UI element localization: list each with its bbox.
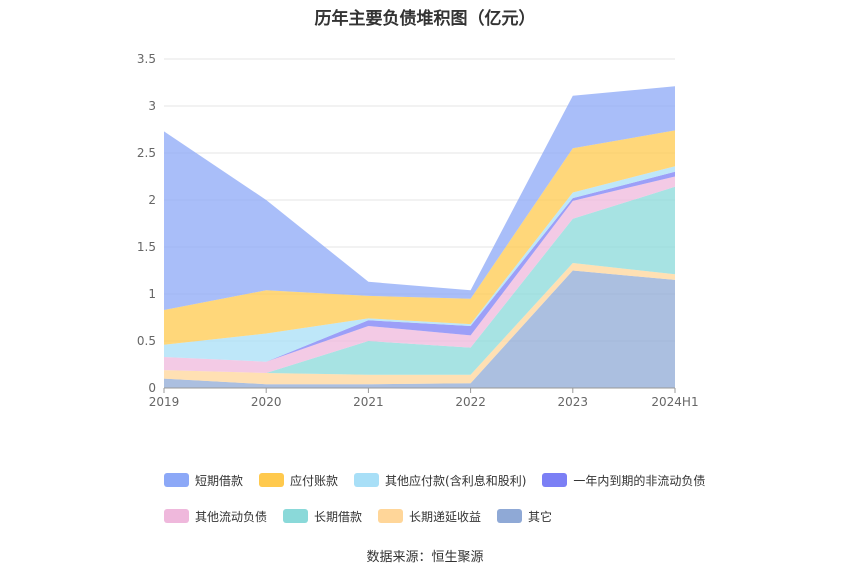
legend-swatch (283, 509, 309, 523)
y-tick-label: 1.5 (137, 240, 156, 254)
legend-swatch (164, 473, 189, 487)
area-其他流动负债 (164, 176, 675, 373)
x-tick-label: 2019 (149, 395, 180, 409)
y-tick-label: 3 (148, 99, 156, 113)
chart-title: 历年主要负债堆积图（亿元） (314, 9, 536, 29)
stacked-area-chart: 2019 2020 2021 2022 2023 2024H1 0 0.5 1 1.5 2 2.5 3… (137, 52, 699, 409)
x-axis: 2019 2020 2021 2022 2023 2024H1 (149, 387, 699, 409)
y-tick-label: 0 (148, 381, 156, 395)
legend: 短期借款 应付账款 其他应付款(含利息和股利) 一年内到期的非流动负债其他流动负债 长期… (164, 472, 724, 534)
legend-item[interactable]: 应付账款 (259, 472, 338, 488)
area-其他应付款(含利息和股利) (164, 166, 675, 362)
y-tick-label: 2 (148, 193, 156, 207)
area-长期借款 (164, 186, 675, 375)
legend-swatch (259, 473, 285, 487)
y-tick-label: 2.5 (137, 146, 156, 160)
legend-swatch (378, 509, 404, 523)
legend-label: 应付账款 (290, 473, 339, 488)
legend-swatch (164, 509, 189, 523)
legend-label: 长期借款 (314, 509, 363, 524)
legend-label: 其他流动负债 (195, 509, 268, 524)
x-tick-label: 2024H1 (651, 395, 698, 409)
legend-label: 一年内到期的非流动负债 (573, 473, 706, 488)
legend-item[interactable]: 其他应付款(含利息和股利) (354, 472, 526, 488)
legend-item[interactable]: 一年内到期的非流动负债 (542, 472, 705, 488)
legend-swatch (542, 473, 568, 487)
legend-item[interactable]: 其它 (497, 508, 552, 524)
data-source: 数据来源：恒生聚源 (366, 550, 484, 565)
area-一年内到期的非流动负债 (164, 171, 675, 362)
legend-item[interactable]: 短期借款 (164, 472, 243, 488)
area-series (164, 86, 675, 388)
y-tick-label: 1 (148, 287, 156, 301)
legend-label: 其它 (528, 509, 553, 524)
x-tick-label: 2020 (251, 395, 282, 409)
legend-item[interactable]: 长期递延收益 (378, 508, 481, 524)
legend-swatch (497, 509, 523, 523)
x-tick-label: 2021 (353, 395, 384, 409)
legend-swatch (354, 473, 380, 487)
legend-item[interactable]: 其他流动负债 (164, 508, 267, 524)
area-其它 (164, 270, 675, 388)
legend-label: 短期借款 (195, 473, 244, 488)
area-应付账款 (164, 130, 675, 345)
legend-label: 其他应付款(含利息和股利) (385, 473, 527, 488)
area-短期借款 (164, 86, 675, 310)
legend-item[interactable]: 长期借款 (283, 508, 362, 524)
y-tick-label: 0.5 (137, 334, 156, 348)
y-axis: 0 0.5 1 1.5 2 2.5 3 3.5 (137, 52, 156, 395)
legend-label: 长期递延收益 (409, 509, 482, 524)
x-tick-label: 2022 (455, 395, 486, 409)
y-tick-label: 3.5 (137, 52, 156, 66)
x-tick-label: 2023 (558, 395, 589, 409)
area-长期递延收益 (164, 263, 675, 385)
